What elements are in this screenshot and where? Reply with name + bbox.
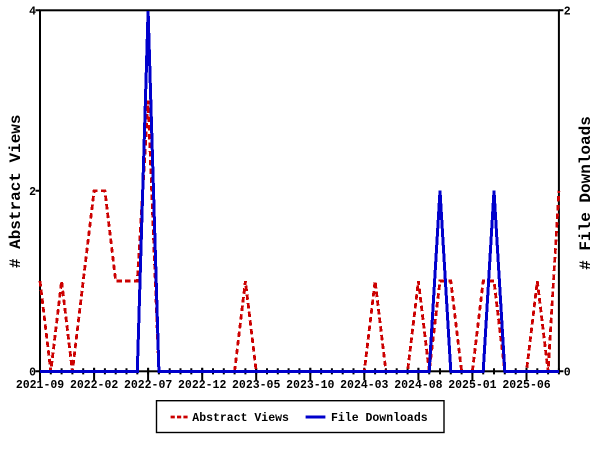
svg-text:2025-06: 2025-06	[502, 379, 550, 392]
svg-text:0: 0	[564, 366, 571, 379]
svg-text:2: 2	[29, 186, 36, 199]
svg-text:4: 4	[29, 5, 36, 18]
svg-text:# Abstract Views: # Abstract Views	[7, 114, 25, 268]
svg-text:2024-03: 2024-03	[340, 379, 388, 392]
svg-text:2023-10: 2023-10	[286, 379, 334, 392]
svg-text:2022-07: 2022-07	[124, 379, 172, 392]
svg-text:2: 2	[564, 5, 571, 18]
svg-text:0: 0	[29, 366, 36, 379]
svg-text:2023-05: 2023-05	[232, 379, 280, 392]
svg-text:2025-01: 2025-01	[448, 379, 496, 392]
svg-text:2021-09: 2021-09	[16, 379, 64, 392]
svg-text:2024-08: 2024-08	[394, 379, 442, 392]
svg-text:2022-02: 2022-02	[70, 379, 118, 392]
svg-text:File Downloads: File Downloads	[331, 412, 428, 425]
svg-text:Abstract Views: Abstract Views	[192, 412, 289, 425]
svg-text:# File Downloads: # File Downloads	[577, 116, 595, 270]
svg-text:2022-12: 2022-12	[178, 379, 226, 392]
